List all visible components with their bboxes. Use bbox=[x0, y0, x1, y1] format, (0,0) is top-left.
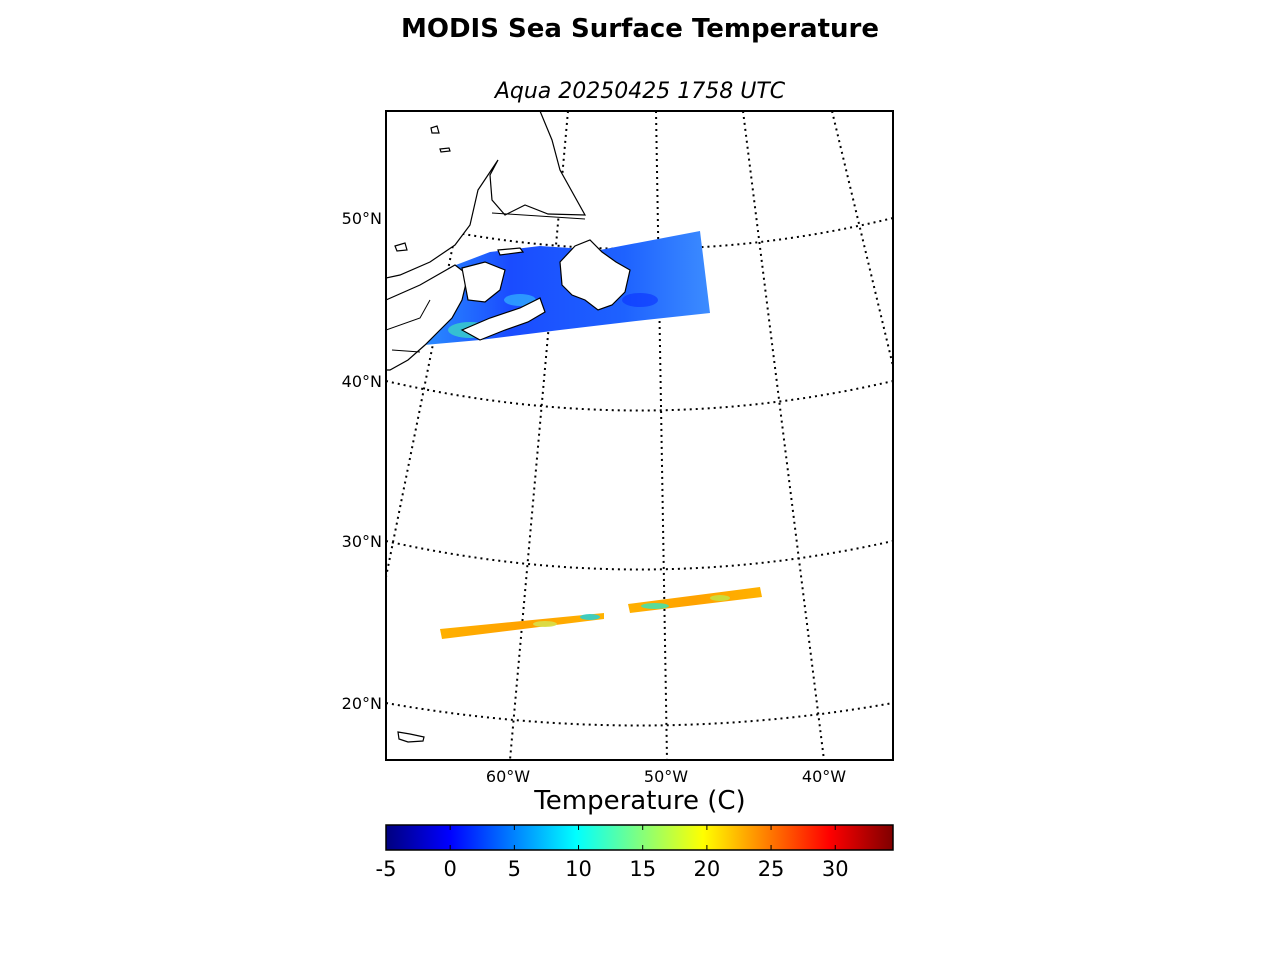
parallel-20n bbox=[386, 702, 893, 727]
colorbar-tick-label: 30 bbox=[822, 857, 849, 881]
land-gaspe bbox=[461, 261, 506, 303]
lon-label-60w: 60°W bbox=[486, 767, 530, 786]
sst-swath-south bbox=[440, 587, 762, 639]
coastlines bbox=[386, 111, 631, 743]
parallel-30n bbox=[386, 540, 893, 571]
colorbar-tick-label: 5 bbox=[508, 857, 521, 881]
colorbar-label: Temperature (C) bbox=[534, 786, 746, 816]
colorbar-gradient bbox=[385, 824, 894, 851]
lat-label-30n: 30°N bbox=[342, 532, 382, 551]
land-nova-scotia bbox=[460, 297, 546, 341]
chart-title: MODIS Sea Surface Temperature bbox=[401, 14, 879, 44]
meridian-60w bbox=[509, 111, 569, 760]
lat-label-20n: 20°N bbox=[342, 694, 382, 713]
lat-label-50n: 50°N bbox=[342, 209, 382, 228]
meridian-30w bbox=[831, 111, 893, 367]
land-islet-3 bbox=[394, 242, 408, 252]
colorbar-ticks bbox=[385, 825, 836, 850]
map-frame bbox=[385, 110, 894, 761]
graticule-parallels bbox=[386, 217, 893, 727]
land-quebec-labrador bbox=[386, 111, 587, 279]
colorbar-tick-label: 20 bbox=[694, 857, 721, 881]
meridian-50w bbox=[655, 111, 668, 760]
lon-label-50w: 50°W bbox=[644, 767, 688, 786]
land-puerto-rico bbox=[397, 731, 425, 743]
land-newfoundland bbox=[559, 239, 631, 311]
colorbar-tick-label: 15 bbox=[629, 857, 656, 881]
land-islet-2 bbox=[439, 147, 451, 153]
political-borders bbox=[386, 212, 586, 353]
lat-label-40n: 40°N bbox=[342, 372, 382, 391]
parallel-40n bbox=[386, 380, 893, 412]
colorbar-tick-label: 10 bbox=[565, 857, 592, 881]
lon-label-40w: 40°W bbox=[802, 767, 846, 786]
colorbar-tick-label: 25 bbox=[758, 857, 785, 881]
meridian-40w bbox=[742, 111, 825, 760]
land-islet-1 bbox=[430, 125, 440, 134]
chart-subtitle: Aqua 20250425 1758 UTC bbox=[494, 79, 786, 104]
colorbar-tick-labels: -5 0 5 10 15 20 25 30 bbox=[376, 857, 849, 881]
land-anticosti bbox=[497, 247, 525, 256]
map-area bbox=[386, 111, 893, 760]
longitude-labels: 60°W 50°W 40°W bbox=[486, 767, 846, 786]
colorbar: -5 0 5 10 15 20 25 30 bbox=[376, 824, 894, 881]
land-new-england bbox=[386, 264, 469, 371]
latitude-labels: 50°N 40°N 30°N 20°N bbox=[342, 209, 382, 713]
colorbar-tick-label: 0 bbox=[443, 857, 456, 881]
colorbar-tick-label: -5 bbox=[376, 857, 397, 881]
